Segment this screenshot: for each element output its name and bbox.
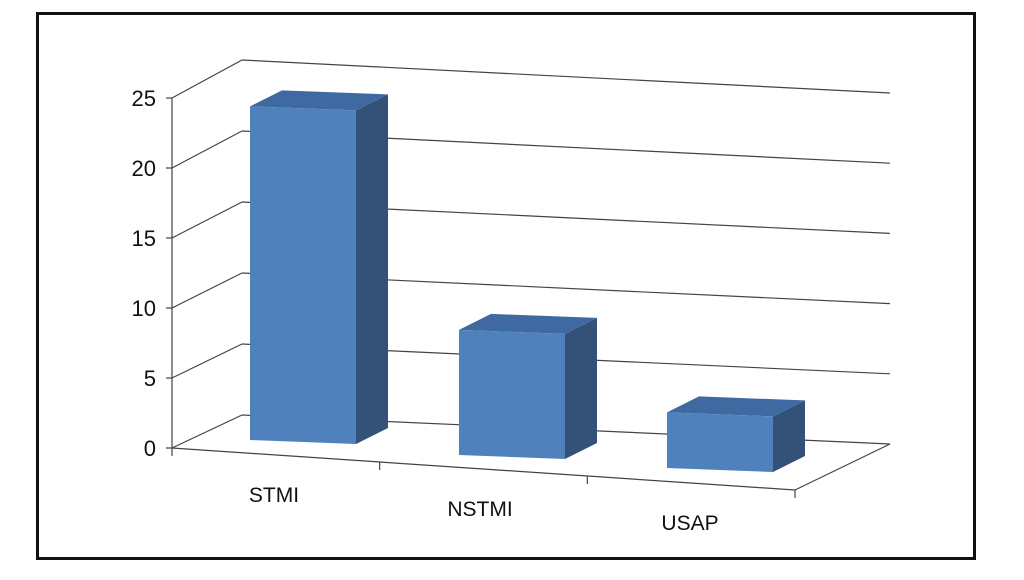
side-gridline bbox=[171, 59, 243, 99]
bar-side-face bbox=[356, 94, 388, 445]
bar-front-face bbox=[250, 106, 356, 445]
side-gridline bbox=[171, 343, 243, 379]
x-category-label: USAP bbox=[661, 512, 718, 535]
x-category-label: NSTMI bbox=[447, 498, 512, 521]
x-category-label: STMI bbox=[249, 484, 299, 507]
bar-side-face bbox=[565, 317, 597, 459]
bar-top-face bbox=[459, 313, 597, 334]
side-gridline bbox=[171, 201, 243, 239]
bar-side-face bbox=[773, 400, 805, 472]
floor-front-edge bbox=[171, 447, 796, 491]
side-gridline bbox=[171, 272, 243, 309]
y-tick-label: 25 bbox=[132, 86, 156, 111]
y-tick-label: 20 bbox=[132, 156, 156, 181]
floor-right-edge bbox=[794, 443, 891, 491]
bar-top-face bbox=[667, 396, 805, 417]
bar-top-face bbox=[250, 90, 388, 111]
y-tick-label: 0 bbox=[144, 436, 156, 461]
side-gridline bbox=[171, 414, 243, 449]
bar-front-face bbox=[459, 329, 565, 459]
side-gridline bbox=[171, 130, 243, 169]
y-tick-label: 15 bbox=[132, 226, 156, 251]
bar-front-face bbox=[667, 412, 773, 472]
back-gridline bbox=[241, 59, 891, 94]
y-tick-label: 10 bbox=[132, 296, 156, 321]
y-tick-label: 5 bbox=[144, 366, 156, 391]
